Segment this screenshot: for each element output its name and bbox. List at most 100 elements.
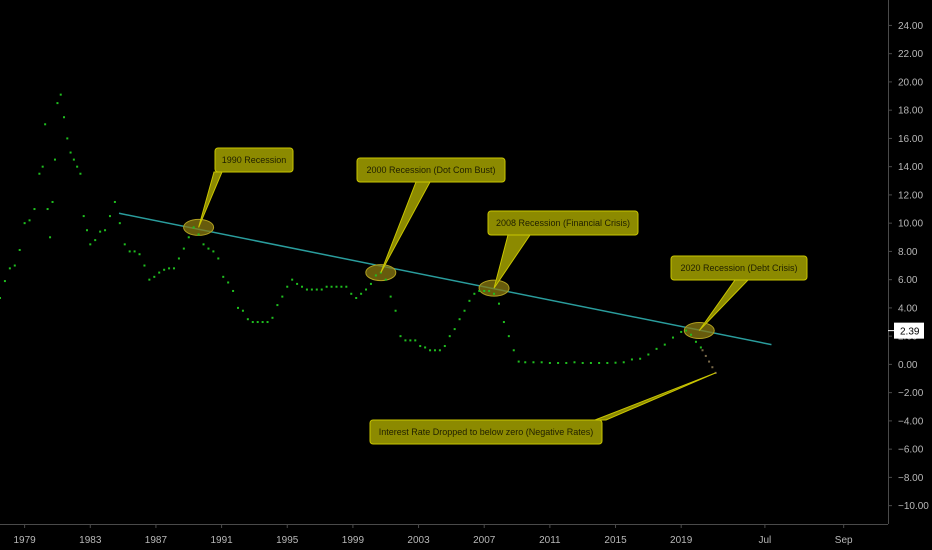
data-point <box>261 321 264 324</box>
data-point <box>94 239 97 242</box>
data-point <box>232 289 235 292</box>
y-tick-label: 16.00 <box>898 134 923 145</box>
data-point <box>614 361 617 364</box>
data-point <box>143 264 146 267</box>
callout-text: 1990 Recession <box>222 155 287 165</box>
data-point <box>41 165 44 168</box>
data-point <box>325 285 328 288</box>
data-point <box>44 123 47 126</box>
annotation-callouts: 1990 Recession 2000 Recession (Dot Com Bu… <box>198 147 808 445</box>
data-point <box>581 361 584 364</box>
data-point <box>424 346 427 349</box>
data-point <box>237 306 240 309</box>
data-point <box>639 357 642 360</box>
data-point <box>222 275 225 278</box>
data-point <box>507 335 510 338</box>
data-point <box>99 230 102 233</box>
data-point <box>79 172 82 175</box>
x-tick-label: 1999 <box>342 535 365 546</box>
data-point <box>606 361 609 364</box>
y-tick-label: −4.00 <box>898 416 924 427</box>
y-tick-label: 18.00 <box>898 106 923 117</box>
data-point <box>540 361 543 364</box>
y-tick-label: 24.00 <box>898 21 923 32</box>
data-point <box>281 295 284 298</box>
data-point <box>82 215 85 218</box>
data-point <box>104 229 107 232</box>
x-tick-label: Sep <box>835 535 853 546</box>
callout-box <box>356 157 506 183</box>
y-tick-label: 20.00 <box>898 77 923 88</box>
y-tick-label: −2.00 <box>898 388 924 399</box>
data-point <box>647 353 650 356</box>
data-point <box>271 316 274 319</box>
y-tick-label: −6.00 <box>898 445 924 456</box>
data-point <box>153 275 156 278</box>
data-point <box>18 248 21 251</box>
callout-text: 2020 Recession (Debt Crisis) <box>680 263 797 273</box>
data-point <box>197 233 200 236</box>
data-point <box>389 295 392 298</box>
data-point <box>473 292 476 295</box>
data-point <box>453 328 456 331</box>
data-point <box>72 158 75 161</box>
callout-box <box>214 147 294 173</box>
data-point <box>448 335 451 338</box>
data-point <box>532 361 535 364</box>
data-point <box>0 297 1 300</box>
y-tick-label: 4.00 <box>898 303 918 314</box>
x-tick-label: 2007 <box>473 535 496 546</box>
data-point <box>187 236 190 239</box>
data-point <box>305 288 308 291</box>
data-point <box>419 345 422 348</box>
data-point <box>433 349 436 352</box>
forecast-point <box>701 349 704 352</box>
data-point <box>256 321 259 324</box>
data-point <box>671 336 674 339</box>
data-point <box>399 335 402 338</box>
data-point <box>266 321 269 324</box>
x-tick-label: 2011 <box>539 535 561 546</box>
data-point <box>33 208 36 211</box>
data-point <box>360 292 363 295</box>
callout-text: 2008 Recession (Financial Crisis) <box>496 218 630 228</box>
data-point <box>630 358 633 361</box>
data-point <box>177 257 180 260</box>
data-point <box>276 304 279 307</box>
data-point <box>301 285 304 288</box>
callout-pointer <box>198 171 223 228</box>
data-point <box>365 288 368 291</box>
data-point <box>217 257 220 260</box>
data-point <box>699 346 702 349</box>
data-point <box>414 339 417 342</box>
data-point <box>207 247 210 250</box>
data-point <box>13 264 16 267</box>
data-point <box>168 267 171 270</box>
data-point <box>565 361 568 364</box>
data-point <box>350 292 353 295</box>
data-point <box>59 93 62 96</box>
x-tick-label: 2015 <box>604 535 627 546</box>
data-point <box>241 309 244 312</box>
trendline-layer <box>118 212 772 346</box>
data-point <box>85 229 88 232</box>
data-point <box>113 200 116 203</box>
trendline <box>118 212 772 346</box>
data-point <box>548 361 551 364</box>
data-point <box>123 243 126 246</box>
y-tick-label: −10.00 <box>898 501 929 512</box>
data-point <box>483 289 486 292</box>
data-point <box>694 340 697 343</box>
callout-box <box>670 255 808 281</box>
data-point <box>158 271 161 274</box>
last-value-badge <box>894 322 924 339</box>
data-point <box>23 222 26 225</box>
data-point <box>51 200 54 203</box>
data-point <box>28 219 31 222</box>
data-point <box>46 208 49 211</box>
data-point <box>53 158 56 161</box>
forecast-point <box>711 366 714 369</box>
data-point <box>690 333 693 336</box>
data-point <box>655 347 658 350</box>
